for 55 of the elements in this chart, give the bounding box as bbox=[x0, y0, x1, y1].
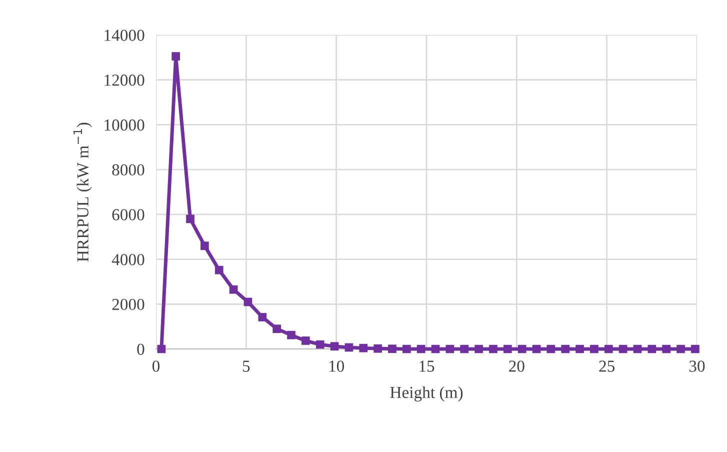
point bbox=[503, 344, 512, 354]
point bbox=[214, 266, 224, 274]
y-tick-label: 14000 bbox=[104, 30, 144, 41]
point bbox=[489, 344, 498, 354]
point bbox=[532, 344, 541, 354]
y-tick-label: 0 bbox=[137, 344, 144, 355]
y-tick-label: 10000 bbox=[104, 119, 144, 131]
x-tick-label: 5 bbox=[242, 360, 250, 372]
point bbox=[244, 298, 252, 306]
point bbox=[518, 344, 526, 354]
x-axis-title: Height (m) bbox=[390, 386, 463, 402]
point bbox=[402, 344, 411, 354]
y-tick-label: 4000 bbox=[112, 254, 144, 266]
point bbox=[359, 344, 368, 352]
x-tick-label: 0 bbox=[152, 360, 160, 372]
point bbox=[648, 344, 656, 354]
point bbox=[676, 344, 685, 354]
point bbox=[172, 52, 180, 60]
point bbox=[633, 344, 642, 354]
point bbox=[344, 343, 354, 352]
point bbox=[316, 340, 324, 349]
y-tick-label: 12000 bbox=[104, 74, 144, 86]
point bbox=[446, 344, 454, 354]
y-tick-label: 2000 bbox=[112, 298, 144, 310]
y-tick-label: 6000 bbox=[112, 209, 144, 220]
point bbox=[258, 312, 267, 322]
point bbox=[604, 344, 613, 354]
x-tick-label: 10 bbox=[329, 360, 344, 372]
x-tick-label: 25 bbox=[599, 360, 615, 372]
point bbox=[546, 344, 556, 354]
point bbox=[618, 344, 628, 354]
x-tick-label: 20 bbox=[509, 360, 524, 372]
point bbox=[431, 344, 440, 354]
point bbox=[576, 344, 584, 354]
point bbox=[374, 344, 382, 353]
point bbox=[186, 214, 194, 224]
point bbox=[388, 344, 396, 353]
point bbox=[287, 330, 296, 340]
x-tick-label: 30 bbox=[689, 360, 705, 372]
point bbox=[561, 344, 570, 354]
point bbox=[662, 344, 671, 354]
point bbox=[474, 344, 483, 354]
point bbox=[691, 344, 700, 354]
point bbox=[302, 336, 310, 345]
y-axis-title: HRRPUL (kW m$^{−1}$) bbox=[73, 122, 92, 262]
point bbox=[460, 344, 469, 354]
point bbox=[229, 285, 238, 294]
point bbox=[416, 344, 426, 354]
x-tick-label: 15 bbox=[420, 360, 434, 372]
point bbox=[330, 342, 339, 350]
point bbox=[272, 324, 281, 333]
point bbox=[590, 344, 598, 354]
y-tick-label: 8000 bbox=[112, 164, 144, 176]
point bbox=[157, 344, 166, 354]
point bbox=[200, 242, 209, 250]
